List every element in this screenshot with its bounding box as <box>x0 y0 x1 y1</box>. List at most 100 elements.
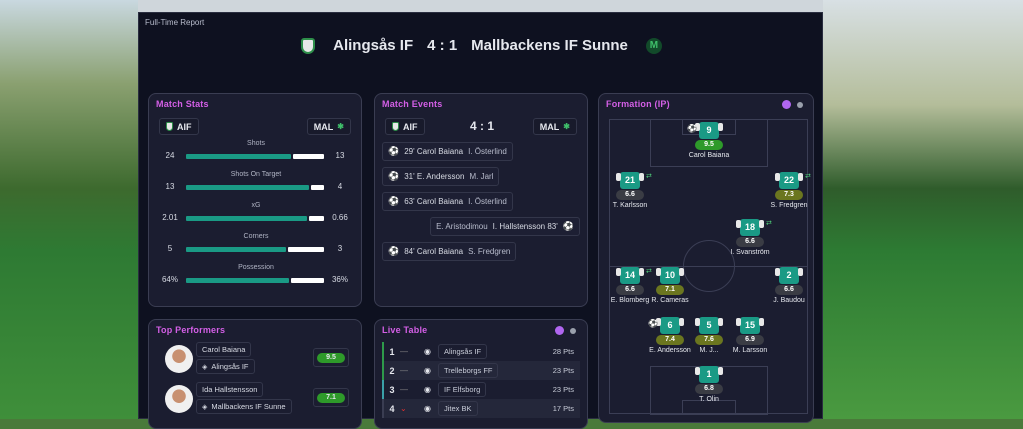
player-marker[interactable]: 22 7.3 S. Fredgren ⇄ <box>759 172 819 209</box>
player-rating: 6.6 <box>736 237 764 247</box>
page-dot-active[interactable] <box>555 326 564 335</box>
away-crest-icon: ✱ <box>563 122 570 131</box>
player-marker[interactable]: 18 6.6 I. Svanström ⇄ <box>720 219 780 256</box>
stat-away-bar <box>291 278 324 283</box>
jersey-icon: 6 <box>656 317 684 334</box>
player-avatar <box>165 385 193 413</box>
goal-event[interactable]: E. Aristodimou I. Hallstensson 83' ⚽ <box>430 217 580 236</box>
stat-home-bar <box>186 185 309 190</box>
performer-name: Ida Hallstensson <box>196 382 264 397</box>
home-team-tag: AIF <box>385 118 425 135</box>
ball-icon: ⚽ <box>388 196 400 206</box>
ball-icon: ⚽ <box>648 319 658 328</box>
stat-label: Possession <box>238 264 274 271</box>
team-name: Alingsås IF <box>438 344 488 359</box>
card-title: Live Table <box>382 325 428 335</box>
home-team-name: Alingsås IF <box>333 37 414 54</box>
goal-event[interactable]: ⚽ 63' Carol Baiana I. Österlind <box>382 192 513 211</box>
player-rating: 6.6 <box>616 285 644 295</box>
player-marker[interactable]: 9 9.5 Carol Baiana ⚽ <box>679 122 739 159</box>
goal-scorer: 84' Carol Baiana <box>404 247 464 256</box>
player-name: J. Baudou <box>773 297 805 304</box>
team-name: Jitex BK <box>438 401 478 416</box>
goal-assist: I. Österlind <box>468 197 507 206</box>
player-name: I. Svanström <box>730 249 770 256</box>
player-marker[interactable]: 2 6.6 J. Baudou <box>759 267 819 304</box>
jersey-icon: 14 <box>616 267 644 284</box>
stat-label: Shots <box>247 140 265 147</box>
goal-assist: E. Aristodimou <box>436 222 488 231</box>
jersey-icon: 15 <box>736 317 764 334</box>
stat-home-bar <box>186 154 291 159</box>
page-dot[interactable] <box>797 102 803 108</box>
full-time-report-panel: Full-Time Report Alingsås IF 4 : 1 Mallb… <box>138 12 824 429</box>
player-marker[interactable]: 10 7.1 R. Cameras <box>640 267 700 304</box>
ball-icon: ⚽ <box>687 124 697 133</box>
player-rating: 9.5 <box>695 140 723 150</box>
performer-club: ◈ Mallbackens IF Sunne <box>196 399 292 414</box>
stat-home-value: 24 <box>165 151 175 160</box>
jersey-icon: 21 <box>616 172 644 189</box>
formation-card: Formation (IP) 9 9.5 Carol Baiana ⚽ 21 6… <box>598 93 814 423</box>
club-crest-icon: ◉ <box>424 366 431 375</box>
away-team-name: Mallbackens IF Sunne <box>471 37 628 54</box>
table-position: 2 <box>389 365 395 376</box>
stat-away-value: 13 <box>335 151 345 160</box>
away-abbr: MAL <box>313 121 334 132</box>
page-dot-active[interactable] <box>782 100 791 109</box>
card-title: Match Events <box>382 99 443 109</box>
player-name: T. Karlsson <box>612 202 648 209</box>
player-rating: 7.4 <box>656 335 684 345</box>
jersey-icon: 22 <box>775 172 803 189</box>
ball-icon: ⚽ <box>562 221 574 231</box>
table-row[interactable]: 1 — ◉ Alingsås IF 28 Pts <box>382 342 580 361</box>
card-title: Top Performers <box>156 325 226 335</box>
goal-scorer: 29' Carol Baiana <box>404 147 464 156</box>
page-dot[interactable] <box>570 328 576 334</box>
goal-event[interactable]: ⚽ 31' E. Andersson M. Jarl <box>382 167 500 186</box>
ball-icon: ⚽ <box>388 146 400 156</box>
substitution-icon: ⇄ <box>646 268 652 275</box>
player-marker[interactable]: 6 7.4 E. Andersson ⚽ <box>640 317 700 354</box>
ball-icon: ⚽ <box>388 171 400 181</box>
performer-name: Carol Baiana <box>196 342 252 357</box>
stat-away-value: 4 <box>337 182 343 191</box>
team-name: Trelleborgs FF <box>438 363 499 378</box>
stat-home-bar <box>186 216 307 221</box>
shirt-number: 9 <box>706 125 712 135</box>
stat-home-bar <box>186 247 286 252</box>
stat-away-bar <box>293 154 324 159</box>
table-row[interactable]: 4 ⌄ ◉ Jitex BK 17 Pts <box>382 399 580 418</box>
player-marker[interactable]: 15 6.9 M. Larsson <box>720 317 780 354</box>
team-points: 23 Pts <box>552 366 574 375</box>
player-avatar <box>165 345 193 373</box>
stat-home-value: 64% <box>161 275 178 284</box>
home-crest-icon <box>301 37 316 54</box>
player-marker[interactable]: 14 6.6 E. Blomberg ⇄ <box>600 267 660 304</box>
home-team-tag: AIF <box>159 118 199 135</box>
player-marker[interactable]: 1 6.8 T. Olin <box>679 366 739 403</box>
match-header: Alingsås IF 4 : 1 Mallbackens IF Sunne M <box>139 37 824 54</box>
player-name: E. Andersson <box>649 347 691 354</box>
away-abbr: MAL <box>539 121 560 132</box>
stat-away-bar <box>288 247 324 252</box>
player-marker[interactable]: 21 6.6 T. Karlsson ⇄ <box>600 172 660 209</box>
stat-home-value: 13 <box>165 182 175 191</box>
table-position: 1 <box>389 346 395 357</box>
goal-event[interactable]: ⚽ 29' Carol Baiana I. Österlind <box>382 142 513 161</box>
home-abbr: AIF <box>177 121 192 132</box>
table-row[interactable]: 3 — ◉ IF Elfsborg 23 Pts <box>382 380 580 399</box>
goal-event[interactable]: ⚽ 84' Carol Baiana S. Fredgren <box>382 242 517 261</box>
player-marker[interactable]: 5 7.6 M. J... <box>679 317 739 354</box>
home-crest-icon <box>392 122 399 131</box>
shirt-number: 1 <box>706 369 712 379</box>
substitution-icon: ⇄ <box>766 220 772 227</box>
stat-away-value: 0.66 <box>332 213 348 222</box>
shirt-number: 21 <box>624 175 635 185</box>
shirt-number: 18 <box>744 222 755 232</box>
home-crest-icon <box>166 122 173 131</box>
table-position: 3 <box>389 384 395 395</box>
stat-home-value: 5 <box>167 244 173 253</box>
table-row[interactable]: 2 — ◉ Trelleborgs FF 23 Pts <box>382 361 580 380</box>
shirt-number: 10 <box>664 270 675 280</box>
